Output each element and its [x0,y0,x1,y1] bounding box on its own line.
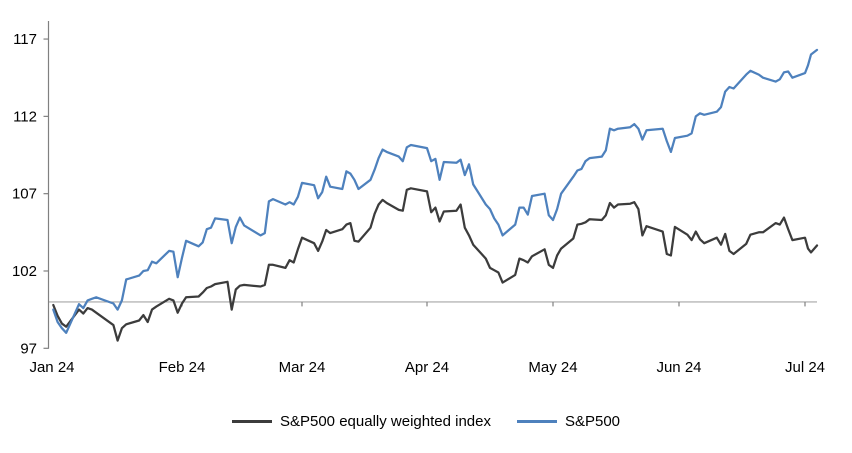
legend-line-swatch-sp500 [516,420,557,423]
legend-label-equal-weighted: S&P500 equally weighted index [279,413,491,430]
y-tick-label: 102 [12,263,37,280]
series-line-sp500 [52,48,819,334]
legend-item-sp500: S&P500 [516,413,621,430]
x-tick-label: Mar 24 [279,359,326,376]
x-tick-label: Jun 24 [656,359,701,376]
legend-line-swatch-equal-weighted [231,420,272,423]
legend-label-sp500: S&P500 [564,413,621,430]
x-tick-label: Jan 24 [29,359,74,376]
x-tick-label: May 24 [528,359,577,376]
series-line-equal-weighted-index [52,187,819,342]
y-tick-label: 97 [20,340,37,357]
legend-item-equal-weighted-index: S&P500 equally weighted index [231,413,491,430]
chart-legend: S&P500 equally weighted index S&P500 [0,413,852,430]
y-tick-label: 117 [13,31,37,48]
y-tick-label: 112 [13,108,37,125]
x-tick-label: Apr 24 [405,359,449,376]
x-tick-label: Jul 24 [785,359,825,376]
x-tick-label: Feb 24 [159,359,206,376]
y-tick-label: 107 [12,186,37,203]
